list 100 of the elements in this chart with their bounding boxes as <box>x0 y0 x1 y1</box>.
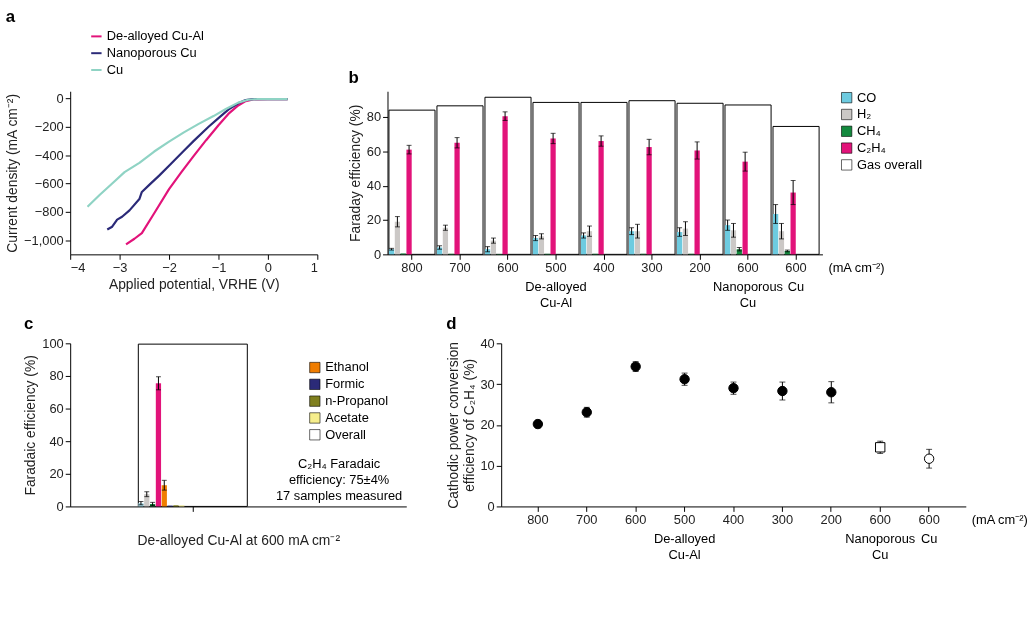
text: Nanoporous Cu <box>845 531 916 562</box>
y-tick-label: −200 <box>34 119 64 135</box>
y-axis-title: Faradaic efficiency (%) <box>22 355 39 496</box>
x-tick-label: 200 <box>689 259 711 275</box>
x-tick-label: 300 <box>771 511 794 527</box>
bar <box>161 485 167 507</box>
y-tick-label: −600 <box>34 175 64 191</box>
text: (mA cm⁻²) <box>828 260 885 276</box>
bar <box>646 147 652 255</box>
y-tick-label: 20 <box>49 466 64 482</box>
x-tick-label: 400 <box>593 259 615 275</box>
y-tick-label: 20 <box>366 212 382 228</box>
y-tick-label: 20 <box>480 417 495 433</box>
legend-label: Ethanol <box>325 359 369 375</box>
x-tick-label: 700 <box>576 511 598 527</box>
chart-title: c <box>24 314 34 334</box>
bar <box>155 383 162 507</box>
text: De-alloyed Cu-Al <box>525 278 587 310</box>
text: Cu <box>787 278 805 294</box>
x-tick-label: 0 <box>264 259 272 275</box>
y-tick-label: 60 <box>49 401 64 417</box>
text: (mA cm⁻²) <box>971 512 1028 528</box>
x-tick-label: 1 <box>310 259 318 275</box>
bar <box>394 221 401 255</box>
bar <box>742 161 748 255</box>
y-axis-title: Faraday efficiency (%) <box>346 104 363 242</box>
bar <box>502 116 508 255</box>
bar <box>550 138 556 255</box>
legend-label: Cu <box>106 61 124 77</box>
x-tick-label: 600 <box>918 511 940 527</box>
legend-label: CO <box>857 89 877 105</box>
y-tick-label: 60 <box>366 143 382 159</box>
y-tick-label: 0 <box>487 498 495 514</box>
y-tick-label: 10 <box>480 458 495 474</box>
y-tick-label: 40 <box>49 433 64 449</box>
line-series <box>86 97 289 208</box>
bar <box>454 142 460 255</box>
x-tick-label: 700 <box>449 259 471 275</box>
point <box>826 387 837 398</box>
bar <box>406 149 412 255</box>
y-tick-label: 0 <box>56 90 64 106</box>
y-tick-label: 80 <box>366 109 382 125</box>
x-tick-label: −3 <box>112 259 128 275</box>
x-tick-label: 600 <box>624 511 647 527</box>
legend-label: Nanoporous Cu <box>106 45 197 61</box>
y-tick-label: 100 <box>42 335 64 351</box>
x-tick-label: 600 <box>737 259 759 275</box>
legend-label: C₂H₄ <box>857 140 886 156</box>
bar <box>598 141 604 255</box>
bar <box>676 232 683 255</box>
legend-label: H₂ <box>857 106 872 122</box>
text: De-alloyed Cu-Al <box>653 531 716 562</box>
point <box>777 385 788 397</box>
chart-title: b <box>348 68 359 88</box>
text: Cu <box>920 531 938 547</box>
bar <box>725 225 731 255</box>
x-tick-label: 400 <box>722 511 745 527</box>
y-tick-label: 40 <box>366 178 382 194</box>
x-tick-label: 300 <box>641 259 663 275</box>
x-tick-label: −2 <box>162 259 177 275</box>
x-tick-label: 600 <box>869 511 891 527</box>
x-axis-title: Applied potential, VRHE (V) <box>108 276 280 293</box>
legend-label: De-alloyed Cu-Al <box>106 28 204 44</box>
point <box>923 453 935 464</box>
y-tick-label: −400 <box>34 147 64 163</box>
x-tick-label: 500 <box>673 511 696 527</box>
y-tick-label: 0 <box>373 246 382 262</box>
x-tick-label: 600 <box>497 259 519 275</box>
legend-label: Formic <box>325 376 366 392</box>
y-tick-label: −800 <box>34 204 64 220</box>
legend-label: n-Propanol <box>325 393 389 409</box>
bar <box>790 192 796 255</box>
bar <box>694 150 700 255</box>
legend-label: CH₄ <box>857 123 881 139</box>
annotation: C₂H₄ Faradaic <box>297 455 381 471</box>
x-tick-label: −1 <box>211 259 227 275</box>
x-tick-label: −4 <box>70 259 86 275</box>
chart-title: d <box>446 314 457 334</box>
y-axis-title: Cathodic power conversion efficiency of C₂H₄ (%) <box>444 341 477 509</box>
y-tick-label: 40 <box>480 335 495 351</box>
bar <box>773 214 779 255</box>
x-tick-label: 800 <box>527 511 549 527</box>
x-tick-label: 200 <box>820 511 843 527</box>
annotation: 17 samples measured <box>275 487 403 503</box>
legend-label: Gas overall <box>857 156 923 172</box>
y-axis-title: Current density (mA cm⁻²) <box>4 93 21 253</box>
bar <box>586 231 593 255</box>
y-tick-label: 0 <box>56 498 64 514</box>
legend-label: Overall <box>325 426 366 442</box>
y-tick-label: −1,000 <box>24 232 64 248</box>
x-tick-label: 600 <box>785 259 807 275</box>
y-tick-label: 80 <box>49 368 64 384</box>
annotation: efficiency: 75±4% <box>288 471 390 487</box>
y-tick-label: 30 <box>480 376 495 392</box>
text: Nanoporous Cu <box>713 278 784 310</box>
x-tick-label: 500 <box>545 259 567 275</box>
chart-title: a <box>5 7 16 27</box>
x-tick-label: 800 <box>401 259 423 275</box>
x-axis-title: De-alloyed Cu-Al at 600 mA cm⁻² <box>137 532 341 549</box>
legend-label: Acetate <box>325 409 369 425</box>
